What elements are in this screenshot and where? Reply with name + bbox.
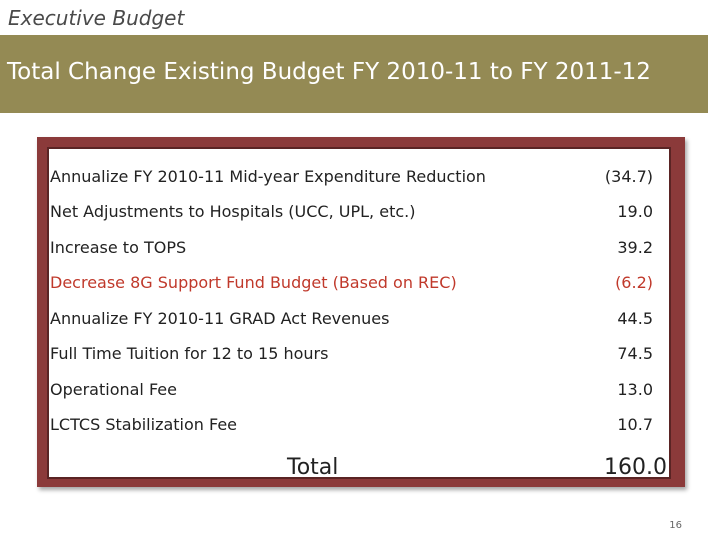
budget-row: LCTCS Stabilization Fee 10.7	[49, 413, 669, 439]
slide-title: Total Change Existing Budget FY 2010-11 …	[7, 59, 651, 85]
budget-row: Annualize FY 2010-11 GRAD Act Revenues 4…	[49, 307, 669, 333]
budget-row: Operational Fee 13.0	[49, 378, 669, 404]
row-label: Operational Fee	[50, 380, 177, 399]
row-value: (6.2)	[615, 273, 653, 292]
row-label: Annualize FY 2010-11 GRAD Act Revenues	[50, 309, 390, 328]
total-value: 160.0	[604, 455, 667, 480]
row-label: Annualize FY 2010-11 Mid-year Expenditur…	[50, 167, 486, 186]
slide-header: Executive Budget	[8, 6, 185, 30]
row-label: LCTCS Stabilization Fee	[50, 415, 238, 434]
budget-row: Annualize FY 2010-11 Mid-year Expenditur…	[49, 165, 669, 191]
row-value: 19.0	[617, 202, 653, 221]
row-value: 10.7	[617, 415, 653, 434]
title-bar: Total Change Existing Budget FY 2010-11 …	[0, 35, 708, 113]
row-value: 13.0	[617, 380, 653, 399]
row-label: Increase to TOPS	[50, 238, 187, 257]
row-label: Decrease 8G Support Fund Budget (Based o…	[50, 273, 457, 292]
budget-table-frame: Annualize FY 2010-11 Mid-year Expenditur…	[37, 137, 685, 487]
row-value: 44.5	[617, 309, 653, 328]
budget-row: Increase to TOPS 39.2	[49, 236, 669, 262]
budget-table: Annualize FY 2010-11 Mid-year Expenditur…	[47, 147, 671, 480]
row-label: Full Time Tuition for 12 to 15 hours	[50, 344, 329, 363]
page-number: 16	[669, 520, 682, 531]
row-value: 39.2	[617, 238, 653, 257]
budget-row: Full Time Tuition for 12 to 15 hours 74.…	[49, 342, 669, 368]
row-label: Net Adjustments to Hospitals (UCC, UPL, …	[50, 202, 416, 221]
budget-row: Decrease 8G Support Fund Budget (Based o…	[49, 271, 669, 297]
total-label: Total	[287, 455, 339, 480]
row-value: (34.7)	[604, 167, 653, 186]
budget-row: Net Adjustments to Hospitals (UCC, UPL, …	[49, 200, 669, 226]
row-value: 74.5	[617, 344, 653, 363]
